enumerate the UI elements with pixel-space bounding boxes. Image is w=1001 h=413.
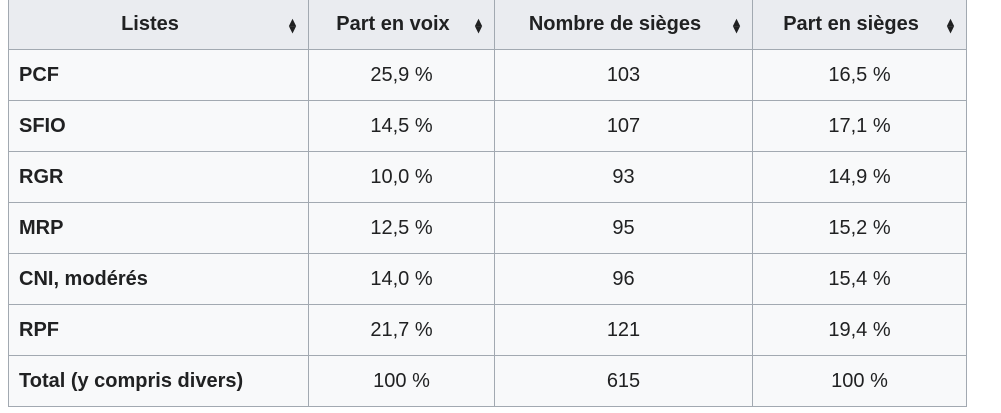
column-header-label: Part en sièges (783, 13, 919, 35)
sort-both-icon[interactable]: ▴ ▾ (733, 13, 740, 36)
value-cell: 17,1 % (752, 100, 967, 152)
value-cell: 96 (494, 253, 753, 305)
table-row: RGR 10,0 % 93 14,9 % (8, 151, 967, 203)
sort-both-icon[interactable]: ▴ ▾ (289, 13, 296, 36)
value-cell: 14,9 % (752, 151, 967, 203)
value-cell: 10,0 % (308, 151, 495, 203)
results-table: Listes ▴ ▾ Part en voix ▴ ▾ Nombre de sièges ▴ ▾… (8, 0, 967, 407)
list-name-cell: RGR (8, 151, 309, 203)
value-cell: 121 (494, 304, 753, 356)
list-name-cell: CNI, modérés (8, 253, 309, 305)
list-name-cell: Total (y compris divers) (8, 355, 309, 407)
table-row: SFIO 14,5 % 107 17,1 % (8, 100, 967, 152)
value-cell: 14,5 % (308, 100, 495, 152)
value-cell: 12,5 % (308, 202, 495, 254)
value-cell: 107 (494, 100, 753, 152)
value-cell: 19,4 % (752, 304, 967, 356)
value-cell: 93 (494, 151, 753, 203)
value-cell: 15,2 % (752, 202, 967, 254)
value-cell: 15,4 % (752, 253, 967, 305)
value-cell: 103 (494, 49, 753, 101)
value-cell: 14,0 % (308, 253, 495, 305)
list-name-cell: SFIO (8, 100, 309, 152)
column-header-label: Nombre de sièges (528, 13, 702, 35)
value-cell: 25,9 % (308, 49, 495, 101)
table-row: CNI, modérés 14,0 % 96 15,4 % (8, 253, 967, 305)
table-row: MRP 12,5 % 95 15,2 % (8, 202, 967, 254)
value-cell: 21,7 % (308, 304, 495, 356)
column-header-label: Part en voix (336, 13, 450, 35)
header-row: Listes ▴ ▾ Part en voix ▴ ▾ Nombre de sièges ▴ ▾… (8, 0, 967, 50)
value-cell: 16,5 % (752, 49, 967, 101)
column-header-sort-button[interactable]: Listes ▴ ▾ (8, 0, 309, 50)
value-cell: 95 (494, 202, 753, 254)
list-name-cell: RPF (8, 304, 309, 356)
column-header-sort-button[interactable]: Nombre de sièges ▴ ▾ (494, 0, 753, 50)
sort-both-icon[interactable]: ▴ ▾ (475, 13, 482, 36)
list-name-cell: MRP (8, 202, 309, 254)
value-cell: 100 % (752, 355, 967, 407)
value-cell: 615 (494, 355, 753, 407)
table-row: PCF 25,9 % 103 16,5 % (8, 49, 967, 101)
sort-both-icon[interactable]: ▴ ▾ (947, 13, 954, 36)
value-cell: 100 % (308, 355, 495, 407)
column-header-label: Listes (121, 13, 179, 35)
column-header-sort-button[interactable]: Part en sièges ▴ ▾ (752, 0, 967, 50)
table-row: RPF 21,7 % 121 19,4 % (8, 304, 967, 356)
column-header-sort-button[interactable]: Part en voix ▴ ▾ (308, 0, 495, 50)
table-row: Total (y compris divers) 100 % 615 100 % (8, 355, 967, 407)
list-name-cell: PCF (8, 49, 309, 101)
